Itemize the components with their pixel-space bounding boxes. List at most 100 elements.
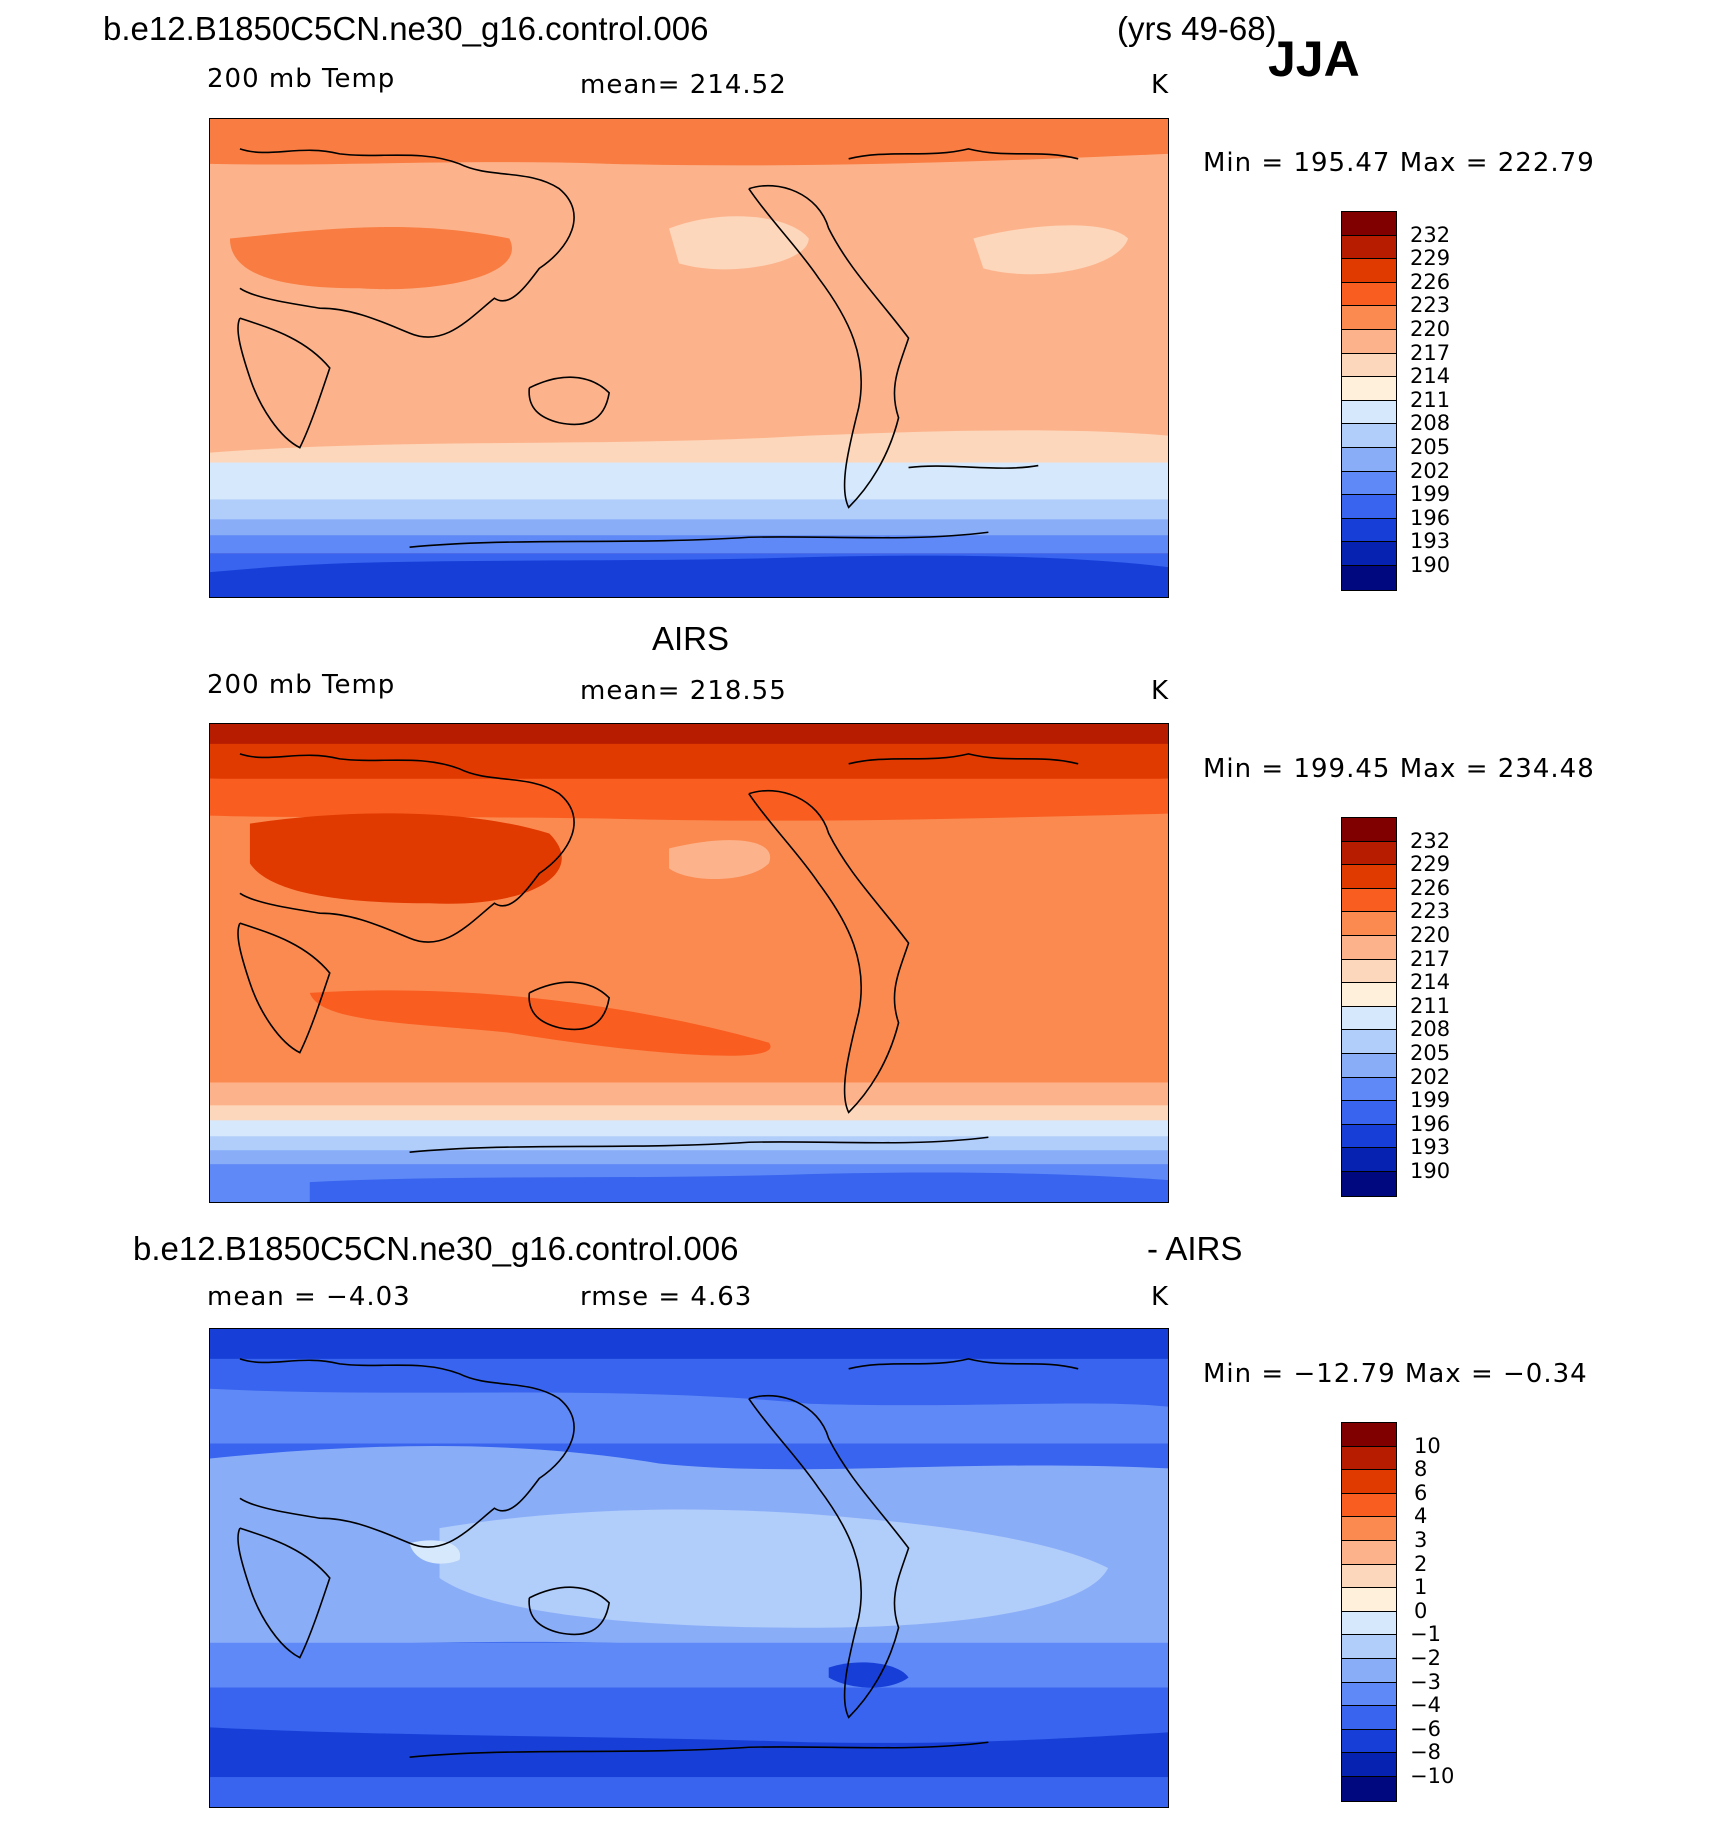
panel1-colorbar-tick-label: 211 [1410,387,1451,412]
panel1-colorbar-tick-label: 226 [1410,269,1451,294]
panel2-colorbar-tick-label: 202 [1410,1064,1451,1089]
panel3-mean: mean = −4.03 [207,1282,411,1312]
panel1-colorbar-tick-label: 214 [1410,364,1451,389]
panel1-units: K [1151,70,1170,100]
panel2-colorbar-segment [1342,1171,1396,1196]
panel3-colorbar-tick-label: 6 [1414,1480,1428,1505]
panel2-units: K [1151,676,1170,706]
panel3-colorbar-tick-label: 8 [1414,1457,1428,1482]
panel2-colorbar-tick-label: 196 [1410,1111,1451,1136]
panel3-colorbar-segment [1342,1564,1396,1589]
panel3-colorbar-tick-label: 2 [1414,1551,1428,1576]
panel1-colorbar-tick-label: 202 [1410,458,1451,483]
panel2-colorbar-tick-label: 223 [1410,899,1451,924]
panel3-colorbar-segment [1342,1517,1396,1541]
panel2-colorbar-segment [1342,983,1396,1007]
panel3-colorbar-tick-label: 0 [1414,1598,1428,1623]
panel2-colorbar-segment [1342,1124,1396,1149]
panel3-colorbar-segment [1342,1611,1396,1636]
panel1-colorbar [1341,211,1397,591]
panel2-colorbar-segment [1342,888,1396,913]
panel3-colorbar-segment [1342,1776,1396,1801]
panel1-colorbar-segment [1342,542,1396,566]
panel3-colorbar-segment [1342,1470,1396,1494]
panel1-colorbar-segment [1342,518,1396,543]
panel1-colorbar-segment [1342,400,1396,425]
panel2-colorbar-tick-label: 220 [1410,923,1451,947]
panel2-colorbar-segment [1342,912,1396,936]
panel1-colorbar-tick-label: 199 [1410,482,1451,507]
panel2-colorbar-tick-label: 205 [1410,1041,1451,1065]
panel3-colorbar-tick-label: 3 [1414,1528,1428,1552]
panel3-colorbar-tick-label: 10 [1414,1433,1441,1458]
panel3-colorbar-segment [1342,1446,1396,1471]
panel2-title: AIRS [652,620,730,657]
panel2-colorbar [1341,817,1397,1197]
panel3-colorbar-tick-label: −3 [1410,1669,1441,1694]
panel2-colorbar-segment [1342,1030,1396,1054]
panel2-colorbar-segment [1342,1101,1396,1125]
panel2-colorbar-tick-label: 208 [1410,1017,1451,1042]
panel1-variable: 200 mb Temp [207,64,396,94]
panel1-colorbar-tick-label: 232 [1410,222,1451,247]
panel3-colorbar-tick-label: −2 [1410,1646,1441,1670]
panel1-colorbar-segment [1342,235,1396,260]
panel3-colorbar-segment [1342,1706,1396,1730]
panel1-colorbar-segment [1342,259,1396,283]
panel3-colorbar-segment [1342,1423,1396,1447]
panel3-colorbar-tick-label: 1 [1414,1575,1428,1600]
panel2-colorbar-tick-label: 199 [1410,1088,1451,1113]
panel1-minmax: Min = 195.47 Max = 222.79 [1203,148,1595,178]
panel3-colorbar-segment [1342,1753,1396,1777]
panel2-colorbar-tick-label: 193 [1410,1135,1451,1160]
panel1-colorbar-tick-label: 223 [1410,293,1451,318]
panel1-colorbar-tick-label: 220 [1410,317,1451,341]
panel2-colorbar-segment [1342,865,1396,889]
panel1-colorbar-tick-label: 193 [1410,529,1451,554]
panel2-colorbar-tick-label: 190 [1410,1159,1451,1183]
panel1-map [209,118,1169,598]
panel2-colorbar-tick-label: 226 [1410,875,1451,900]
panel1-mean: mean= 214.52 [580,70,787,100]
panel2-colorbar-tick-label: 217 [1410,946,1451,971]
panel2-variable: 200 mb Temp [207,670,396,700]
panel3-colorbar [1341,1422,1397,1802]
panel2-colorbar-segment [1342,841,1396,866]
panel1-colorbar-tick-label: 208 [1410,411,1451,436]
panel1-colorbar-segment [1342,282,1396,307]
panel2-colorbar-segment [1342,935,1396,960]
panel2-colorbar-segment [1342,1077,1396,1102]
panel3-rmse: rmse = 4.63 [580,1282,753,1312]
panel2-colorbar-segment [1342,1148,1396,1172]
panel3-colorbar-segment [1342,1682,1396,1707]
case-title: b.e12.B1850C5CN.ne30_g16.control.006 [103,10,709,47]
panel1-colorbar-tick-label: 217 [1410,340,1451,365]
panel1-colorbar-segment [1342,353,1396,378]
panel3-title-right: - AIRS [1147,1230,1243,1267]
season-label: JJA [1268,31,1360,87]
panel1-colorbar-tick-label: 205 [1410,435,1451,459]
panel3-colorbar-segment [1342,1588,1396,1612]
panel3-units: K [1151,1282,1170,1312]
panel1-colorbar-tick-label: 229 [1410,246,1451,271]
panel3-map [209,1328,1169,1808]
panel1-colorbar-tick-label: 196 [1410,505,1451,530]
panel1-colorbar-segment [1342,471,1396,496]
panel3-colorbar-tick-label: −1 [1410,1622,1441,1647]
years-label: (yrs 49-68) [1117,10,1277,47]
panel3-colorbar-segment [1342,1658,1396,1683]
panel3-colorbar-segment [1342,1493,1396,1518]
panel1-colorbar-segment [1342,329,1396,354]
panel3-title-left: b.e12.B1850C5CN.ne30_g16.control.006 [133,1230,739,1267]
panel2-colorbar-segment [1342,818,1396,842]
panel3-colorbar-segment [1342,1729,1396,1754]
panel2-mean: mean= 218.55 [580,676,787,706]
panel2-colorbar-tick-label: 211 [1410,993,1451,1018]
panel2-colorbar-tick-label: 232 [1410,828,1451,853]
panel3-colorbar-tick-label: 4 [1414,1504,1428,1529]
panel1-colorbar-segment [1342,495,1396,519]
panel1-colorbar-segment [1342,377,1396,401]
panel1-colorbar-segment [1342,447,1396,472]
panel1-colorbar-segment [1342,424,1396,448]
panel1-colorbar-segment [1342,565,1396,590]
